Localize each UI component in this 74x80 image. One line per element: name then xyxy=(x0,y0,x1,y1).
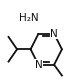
Text: N: N xyxy=(35,60,42,70)
Text: N: N xyxy=(50,29,58,39)
Text: H₂N: H₂N xyxy=(19,13,38,23)
